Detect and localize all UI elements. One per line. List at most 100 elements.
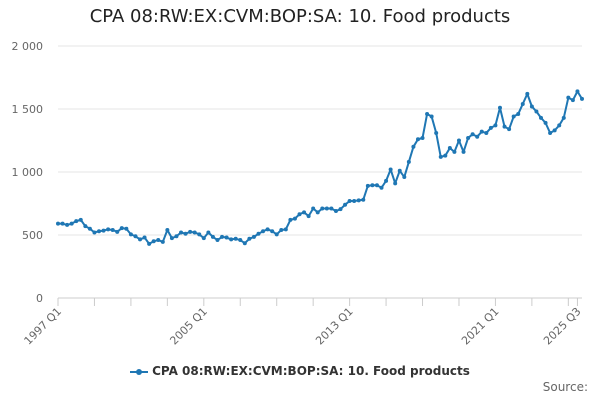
- legend-label: CPA 08:RW:EX:CVM:BOP:SA: 10. Food produc…: [152, 364, 470, 378]
- data-point: [188, 229, 193, 234]
- data-point: [466, 135, 471, 140]
- data-point: [557, 123, 562, 128]
- data-point: [247, 236, 252, 241]
- data-point: [238, 238, 243, 243]
- data-point: [534, 109, 539, 114]
- data-point: [529, 104, 534, 109]
- data-point: [297, 212, 302, 217]
- data-point: [124, 226, 129, 231]
- data-point: [192, 230, 197, 235]
- data-point: [261, 229, 266, 234]
- data-point: [101, 228, 106, 233]
- data-point: [302, 210, 307, 215]
- data-point: [356, 198, 361, 203]
- data-point: [265, 227, 270, 232]
- data-point: [315, 210, 320, 215]
- data-point: [415, 137, 420, 142]
- data-point: [220, 234, 225, 239]
- data-point: [379, 185, 384, 190]
- data-point: [420, 135, 425, 140]
- data-point: [197, 232, 202, 237]
- data-point: [443, 153, 448, 158]
- data-point: [56, 221, 60, 226]
- data-point: [97, 229, 102, 234]
- data-point: [502, 124, 507, 129]
- data-point: [452, 149, 457, 154]
- data-point: [106, 227, 111, 232]
- data-point: [561, 115, 566, 120]
- data-point: [169, 236, 174, 241]
- data-point: [60, 221, 65, 226]
- data-point: [393, 181, 398, 186]
- data-point: [406, 159, 411, 164]
- data-point: [575, 89, 580, 94]
- series-line: [58, 90, 583, 245]
- data-point: [370, 183, 375, 188]
- data-point: [525, 91, 530, 96]
- data-point: [311, 206, 316, 211]
- data-point: [511, 114, 516, 119]
- data-point: [347, 198, 352, 203]
- data-point: [566, 95, 571, 100]
- data-point: [438, 154, 443, 159]
- data-point: [83, 224, 88, 229]
- data-point: [160, 239, 165, 244]
- data-point: [543, 120, 548, 125]
- y-tick-label-500: 500: [22, 229, 43, 242]
- data-point: [306, 214, 311, 219]
- data-point: [493, 123, 498, 128]
- data-point: [411, 144, 416, 149]
- data-point: [210, 234, 215, 239]
- data-point: [65, 222, 70, 227]
- data-point: [429, 114, 434, 119]
- data-point: [447, 146, 452, 151]
- data-point: [151, 239, 156, 244]
- data-point: [110, 227, 115, 232]
- data-point: [497, 105, 502, 110]
- data-point: [397, 168, 402, 173]
- data-point: [475, 134, 480, 139]
- data-point: [320, 206, 325, 211]
- x-tick-label-0: 1997 Q1: [22, 305, 65, 348]
- data-point: [292, 216, 297, 221]
- data-point: [242, 241, 247, 246]
- data-point: [92, 230, 97, 235]
- data-point: [274, 232, 279, 237]
- x-tick-label-4: 2025 Q3: [541, 305, 584, 348]
- y-tick-label-0: 0: [36, 292, 43, 305]
- data-point: [115, 229, 120, 234]
- x-tick-label-3: 2021 Q1: [459, 305, 502, 348]
- data-point: [206, 230, 211, 235]
- data-point: [520, 101, 525, 106]
- legend-marker-icon: [130, 367, 149, 377]
- data-point: [388, 167, 393, 172]
- data-point: [224, 235, 229, 240]
- data-point: [580, 96, 584, 101]
- data-point: [147, 241, 152, 246]
- data-point: [256, 231, 261, 236]
- data-point: [128, 232, 133, 237]
- data-point: [215, 238, 220, 243]
- data-point: [74, 219, 79, 224]
- x-tick-label-1: 2005 Q1: [167, 305, 210, 348]
- data-point: [352, 198, 357, 203]
- data-point: [324, 206, 329, 211]
- source-label: Source:: [542, 380, 588, 394]
- data-point: [183, 231, 188, 236]
- data-point: [288, 217, 293, 222]
- data-point: [384, 178, 389, 183]
- data-point: [461, 149, 466, 154]
- data-point: [233, 236, 238, 241]
- data-point: [119, 226, 124, 231]
- data-point: [402, 175, 407, 180]
- data-point: [201, 236, 206, 241]
- data-point: [279, 227, 284, 232]
- y-tick-label-1500: 1 500: [12, 103, 44, 116]
- y-tick-label-1000: 1 000: [12, 166, 44, 179]
- legend[interactable]: CPA 08:RW:EX:CVM:BOP:SA: 10. Food produc…: [0, 364, 600, 378]
- data-point: [361, 197, 366, 202]
- data-point: [179, 230, 184, 235]
- data-point: [484, 130, 489, 135]
- chart-title: CPA 08:RW:EX:CVM:BOP:SA: 10. Food produc…: [89, 6, 511, 27]
